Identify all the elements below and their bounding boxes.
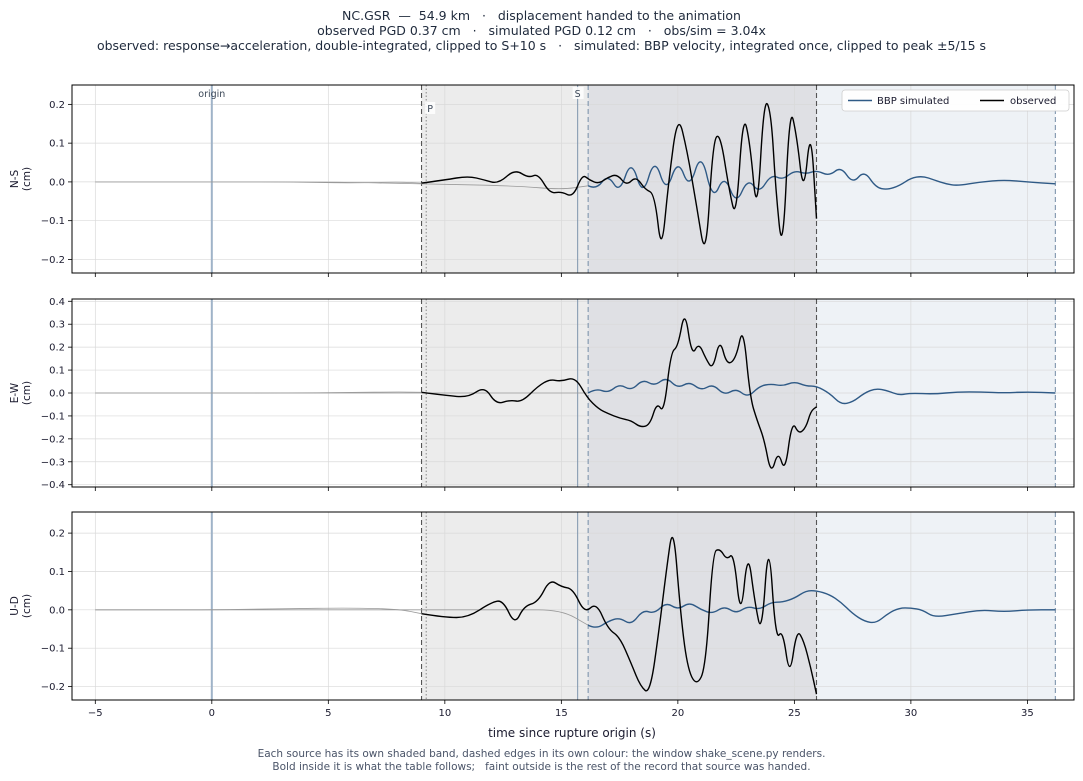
observed-trace-faint xyxy=(95,181,422,184)
chart-title-line-1: NC.GSR — 54.9 km · displacement handed t… xyxy=(342,8,741,23)
chart-title-line-3: observed: response→acceleration, double-… xyxy=(96,38,987,53)
y-axis-label: N-S xyxy=(9,170,21,189)
y-tick-label: 0.0 xyxy=(49,177,65,188)
y-tick-label: −0.3 xyxy=(41,457,65,468)
y-tick-label: 0.4 xyxy=(49,297,65,308)
legend-box xyxy=(841,89,1070,112)
observed-trace-faint xyxy=(95,391,422,394)
s-label-box xyxy=(572,87,584,99)
y-tick-label: −0.1 xyxy=(41,644,65,655)
y-tick-label: 0.1 xyxy=(49,366,65,377)
y-tick-label: −0.4 xyxy=(41,480,65,491)
y-tick-label: 0.2 xyxy=(49,343,65,354)
overlap-window-band xyxy=(588,512,817,700)
s-arrival-label: S xyxy=(575,89,581,100)
simulated-window-band xyxy=(816,512,1056,700)
y-tick-label: 0.1 xyxy=(49,567,65,578)
y-axis-label: U-D xyxy=(9,596,21,616)
overlap-window-band xyxy=(588,85,817,273)
legend: BBP simulated observed xyxy=(841,89,1070,112)
x-tick-label: 10 xyxy=(438,708,451,719)
y-tick-label: −0.2 xyxy=(41,434,65,445)
axes-frame xyxy=(71,511,1075,701)
y-tick-label: 0.2 xyxy=(49,529,65,540)
panel-n-s: −0.2 −0.1 0.0 0.1 0.2 N-S (cm) origin P S BBP simu… xyxy=(9,84,1075,277)
legend-observed-label: observed xyxy=(1010,96,1056,107)
y-axis-unit-label: (cm) xyxy=(21,381,33,405)
chart-title-line-2: observed PGD 0.37 cm · simulated PGD 0.1… xyxy=(317,23,766,38)
p-arrival-label: P xyxy=(427,104,433,115)
y-tick-label: −0.2 xyxy=(41,682,65,693)
x-tick-label: 5 xyxy=(325,708,331,719)
x-tick-label: −5 xyxy=(88,708,103,719)
y-axis-label: E-W xyxy=(9,382,21,403)
y-axis-unit-label: (cm) xyxy=(21,167,33,191)
observed-trace xyxy=(421,318,817,469)
footer-line-2: Bold inside it is what the table follows… xyxy=(272,761,811,773)
y-tick-label: −0.1 xyxy=(41,411,65,422)
x-tick-label: 35 xyxy=(1021,708,1034,719)
x-tick-label: 0 xyxy=(209,708,215,719)
x-tick-label: 30 xyxy=(905,708,918,719)
y-tick-label: −0.2 xyxy=(41,255,65,266)
legend-simulated-label: BBP simulated xyxy=(877,96,949,107)
x-tick-label: 15 xyxy=(555,708,568,719)
y-tick-label: 0.2 xyxy=(49,100,65,111)
axes-frame xyxy=(71,84,1075,274)
observed-trace xyxy=(421,536,818,695)
simulated-trace xyxy=(587,378,1056,405)
origin-label: origin xyxy=(198,89,225,100)
simulated-trace xyxy=(587,589,1056,628)
panel-u-d: −0.2 −0.1 0.0 0.1 0.2 −5 0 5 10 15 20 25 30 35 U-D (cm) xyxy=(9,511,1075,719)
x-tick-label: 20 xyxy=(671,708,684,719)
p-label-box xyxy=(425,102,436,114)
y-axis-unit-label: (cm) xyxy=(21,594,33,618)
y-tick-label: 0.0 xyxy=(49,389,65,400)
y-tick-label: 0.0 xyxy=(49,605,65,616)
x-axis-label: time since rupture origin (s) xyxy=(488,726,656,740)
simulated-trace xyxy=(587,161,1056,199)
simulated-window-band xyxy=(816,85,1056,273)
x-tick-label: 25 xyxy=(788,708,801,719)
y-tick-label: 0.3 xyxy=(49,320,65,331)
footer-line-1: Each source has its own shaded band, das… xyxy=(257,748,826,760)
y-tick-label: −0.1 xyxy=(41,216,65,227)
panel-e-w: −0.4 −0.3 −0.2 −0.1 0.0 0.1 0.2 0.3 0.4 E-W (cm) xyxy=(9,297,1075,491)
y-tick-label: 0.1 xyxy=(49,139,65,150)
observed-trace-faint xyxy=(95,607,422,615)
observed-trace xyxy=(421,102,818,245)
